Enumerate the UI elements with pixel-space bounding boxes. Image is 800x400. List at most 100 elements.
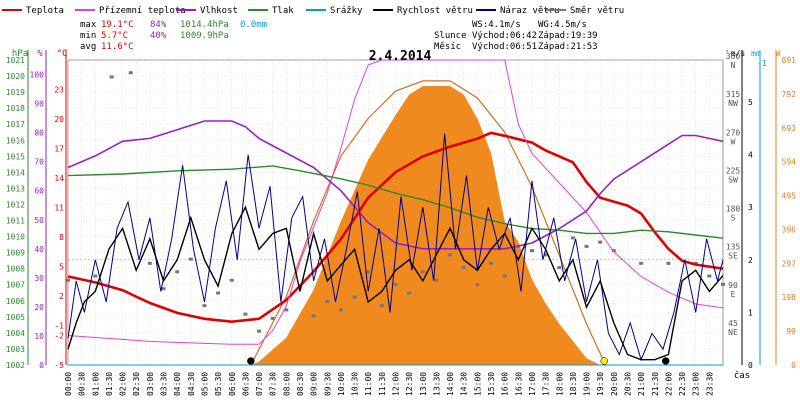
hpa-tick-label: 1019 <box>6 88 25 97</box>
wind-gust-line <box>67 133 724 362</box>
stat-max-temp: 19.1°C <box>101 20 134 30</box>
x-tick-label: 14:00 <box>446 372 455 396</box>
series-line <box>67 59 724 345</box>
mm-axis-sub: -1 <box>757 59 767 68</box>
axes-layer: hPa% °C m/s mm W-1°1021102010191018101710161… <box>6 49 796 396</box>
wind-direction-point <box>461 266 466 270</box>
stat-avg-temp: 11.6°C <box>101 42 134 52</box>
sunset-marker <box>600 357 609 365</box>
x-tick-label: 17:00 <box>528 372 537 396</box>
x-tick-label: 21:30 <box>651 372 660 396</box>
wind-direction-point <box>543 253 548 257</box>
wind-direction-point <box>93 274 98 278</box>
w-tick-label: 297 <box>782 259 797 268</box>
temp-tick-label: 2 <box>59 292 64 301</box>
temp-tick-label: -5 <box>54 361 64 370</box>
x-tick-label: 15:30 <box>487 372 496 396</box>
x-axis-label: čas <box>734 370 750 381</box>
wind-direction-point <box>243 312 248 316</box>
x-tick-label: 02:00 <box>119 372 128 396</box>
x-tick-label: 02:30 <box>132 372 141 396</box>
x-tick-label: 07:00 <box>255 372 264 396</box>
wind-direction-point <box>666 261 671 265</box>
dir-tick-cardinal: NE <box>728 328 738 337</box>
wind-direction-point <box>216 291 221 295</box>
clear-sky-line <box>250 80 607 366</box>
dir-tick-label: 360 <box>726 52 741 61</box>
series-line <box>67 120 724 250</box>
hpa-tick-label: 1016 <box>6 136 25 145</box>
x-tick-label: 22:00 <box>664 372 673 396</box>
temp-axis-label: °C <box>57 49 68 59</box>
wind-speed-line <box>67 205 724 361</box>
mm-axis-label: mm <box>751 49 761 58</box>
dir-tick-label: 270 <box>726 128 741 137</box>
hpa-tick-label: 1012 <box>6 200 25 209</box>
wind-direction-point <box>502 274 507 278</box>
wind-direction-point <box>128 71 133 75</box>
hpa-tick-label: 1013 <box>6 184 25 193</box>
hpa-tick-label: 1011 <box>6 217 25 226</box>
x-tick-label: 17:30 <box>542 372 551 396</box>
temp-tick-label: -2 <box>54 331 64 340</box>
temp-tick-label: 14 <box>54 174 64 183</box>
legend: Teplota Přízemní teplota Vlhkost Tlak Srážky… <box>2 6 624 16</box>
x-tick-label: 06:00 <box>228 372 237 396</box>
wind-direction-point <box>489 261 494 265</box>
w-tick-label: 792 <box>782 90 797 99</box>
x-tick-label: 01:00 <box>91 372 100 396</box>
x-tick-label: 00:30 <box>78 372 87 396</box>
series-layer <box>66 59 725 366</box>
legend-label: Teplota <box>26 6 64 16</box>
wind-direction-point <box>284 308 289 312</box>
wind-direction-point <box>475 283 480 287</box>
ms-tick-label: 1 <box>748 308 753 317</box>
wind-direction-point <box>570 236 575 240</box>
temp-tick-label: 5 <box>59 263 64 272</box>
stat-max-press: 1014.4hPa <box>180 20 229 30</box>
w-tick-label: 594 <box>782 158 797 167</box>
x-tick-label: 12:00 <box>392 372 401 396</box>
x-tick-label: 16:30 <box>514 372 523 396</box>
pct-tick-label: 90 <box>34 100 44 109</box>
stat-sun-label: Slunce <box>434 31 467 41</box>
stat-wind-wg: WG:4.5m/s <box>538 20 587 30</box>
w-tick-label: 891 <box>782 56 797 65</box>
wind-direction-point <box>434 278 439 282</box>
dir-tick-cardinal: NW <box>728 99 738 108</box>
hpa-tick-label: 1014 <box>6 168 25 177</box>
x-tick-label: 05:30 <box>214 372 223 396</box>
x-tick-label: 09:30 <box>323 372 332 396</box>
hpa-tick-label: 1018 <box>6 104 25 113</box>
dir-tick-label: 45 <box>728 319 738 328</box>
x-tick-label: 23:00 <box>692 372 701 396</box>
wind-direction-point <box>311 314 316 318</box>
dir-tick-label: 315 <box>726 90 741 99</box>
wind-direction-point <box>338 308 343 312</box>
temp-tick-label: -1 <box>54 322 64 331</box>
x-tick-label: 23:30 <box>705 372 714 396</box>
wind-direction-point <box>109 75 114 79</box>
wind-direction-point <box>66 278 70 282</box>
stat-wind-ws: WS:4.1m/s <box>472 20 521 30</box>
wind-direction-point <box>448 253 453 257</box>
pct-tick-label: 80 <box>34 129 44 138</box>
stat-min-temp: 5.7°C <box>101 31 128 41</box>
stat-max-rain: 0.0mm <box>240 20 267 30</box>
hpa-tick-label: 1002 <box>6 361 25 370</box>
stat-max-hum: 84% <box>150 20 167 30</box>
x-tick-label: 01:30 <box>105 372 114 396</box>
wind-direction-point <box>147 261 152 265</box>
temp-tick-label: 8 <box>59 233 64 242</box>
legend-label: Rychlost větru <box>397 6 473 16</box>
dir-tick-cardinal: W <box>731 137 736 146</box>
x-tick-label: 19:00 <box>583 372 592 396</box>
x-tick-label: 06:30 <box>241 372 250 396</box>
stat-min-label: min <box>80 31 96 41</box>
wind-direction-point <box>598 240 603 244</box>
x-tick-label: 21:00 <box>637 372 646 396</box>
pct-tick-label: 60 <box>34 187 44 196</box>
moonset-marker <box>661 357 670 365</box>
x-tick-label: 19:30 <box>596 372 605 396</box>
x-tick-label: 20:30 <box>623 372 632 396</box>
